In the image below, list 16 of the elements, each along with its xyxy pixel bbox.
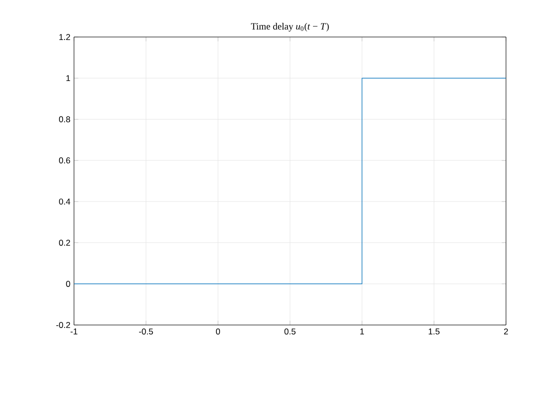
x-tick-label: 1.5 <box>428 328 440 334</box>
x-tick-label: 0 <box>216 328 220 335</box>
x-tick-label: -1 <box>70 328 78 334</box>
x-tick-label: -0.5 <box>139 328 153 335</box>
y-tick-label: 0.8 <box>59 116 70 122</box>
chart-title: Time delay u$_{0}$(t − T) <box>250 22 329 32</box>
x-tick-label: 0.5 <box>284 328 296 335</box>
y-tick-label: -0.2 <box>56 322 70 328</box>
y-tick-label: 0.2 <box>59 240 70 246</box>
y-tick-label: 0.6 <box>59 157 70 164</box>
y-tick-label: 1.2 <box>59 34 70 40</box>
y-tick-label: 0.4 <box>59 198 70 205</box>
x-tick-label: 2 <box>504 328 508 334</box>
x-tick-label: 1 <box>360 328 364 334</box>
y-tick-label: 1 <box>66 75 70 82</box>
y-tick-label: 0 <box>66 280 70 287</box>
